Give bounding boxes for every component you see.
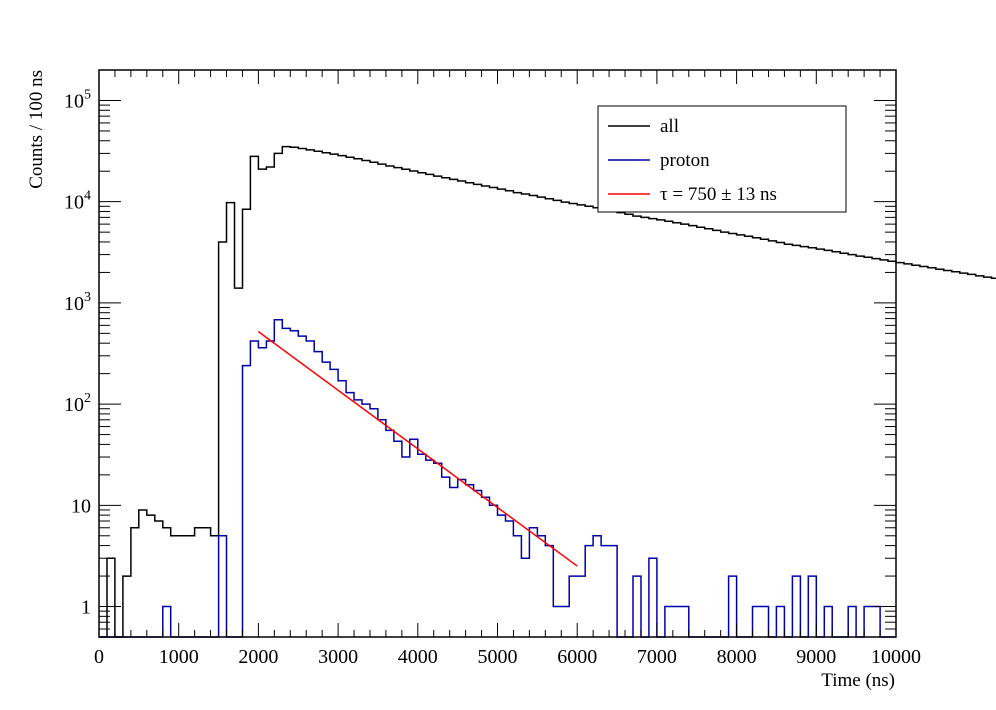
y-tick-label: 10: [71, 495, 91, 517]
y-tick-label: 102: [64, 391, 91, 416]
x-tick-label: 2000: [238, 646, 278, 668]
legend-entry-fit: τ = 750 ± 13 ns: [608, 184, 777, 205]
y-tick-label: 103: [64, 290, 91, 315]
legend-label-proton: proton: [660, 150, 710, 171]
plot-frame: [98, 69, 897, 638]
x-tick-label: 5000: [478, 646, 518, 668]
legend-entry-proton: proton: [608, 150, 710, 171]
series-line-all: [99, 145, 996, 638]
x-tick-label: 1000: [159, 646, 199, 668]
y-tick-label: 105: [64, 87, 91, 112]
x-tick-label: 8000: [717, 646, 757, 668]
x-tick-label: 4000: [398, 646, 438, 668]
x-tick-label: 0: [94, 646, 104, 668]
x-tick-label: 10000: [871, 646, 921, 668]
x-tick-label: 6000: [557, 646, 597, 668]
x-axis-title: Time (ns): [821, 670, 895, 691]
axis-ticks: [98, 69, 897, 638]
y-axis-title: Counts / 100 ns: [26, 70, 47, 189]
legend-entry-all: all: [608, 116, 679, 137]
tick-labels: 0 1000 2000 3000 4000 5000 6000 7000 8000 9000 100…: [64, 87, 921, 668]
legend-label-all: all: [660, 116, 679, 137]
y-tick-label: 1: [81, 597, 91, 619]
x-tick-label: 3000: [318, 646, 358, 668]
fit-line: [257, 331, 578, 567]
series-layer: [99, 145, 996, 638]
legend: all proton τ = 750 ± 13 ns: [597, 105, 847, 213]
x-tick-label: 7000: [637, 646, 677, 668]
x-tick-label: 9000: [796, 646, 836, 668]
legend-label-fit: τ = 750 ± 13 ns: [660, 184, 777, 205]
y-tick-label: 104: [64, 189, 91, 214]
